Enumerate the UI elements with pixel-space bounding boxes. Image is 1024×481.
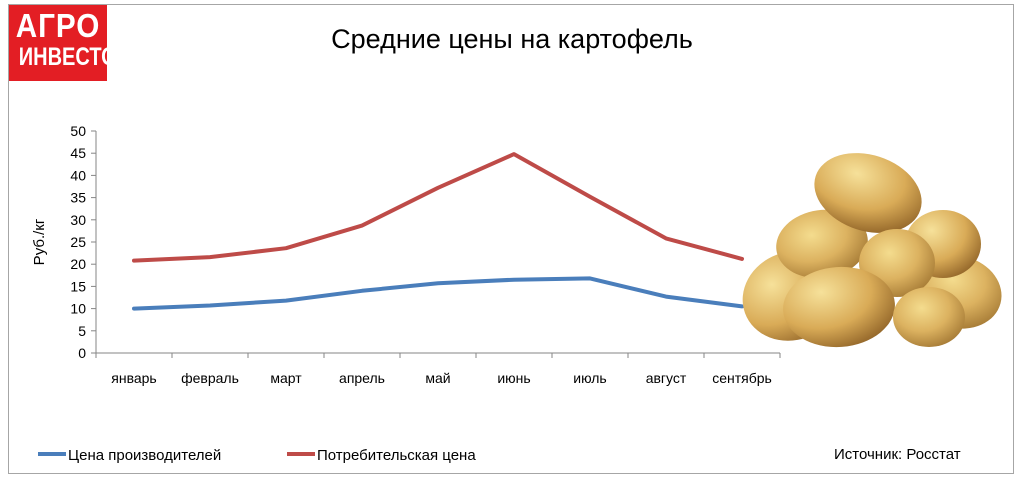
x-tick-label: сентябрь (712, 370, 772, 386)
y-tick-label: 30 (70, 212, 86, 228)
y-tick-label: 0 (78, 345, 86, 361)
y-tick-label: 15 (70, 278, 86, 294)
x-tick-label: апрель (339, 370, 385, 386)
potatoes-image (742, 153, 1002, 348)
y-axis-label: Руб./кг (31, 218, 48, 265)
chart-title: Средние цены на картофель (331, 24, 693, 54)
y-tick-label: 45 (70, 145, 86, 161)
y-tick-label: 50 (70, 123, 86, 139)
logo-line-2: ИНВЕСТОР (18, 43, 107, 71)
y-tick-label: 25 (70, 234, 86, 250)
x-tick-label: март (270, 370, 302, 386)
series-line-1 (132, 276, 744, 311)
y-tick-label: 5 (78, 323, 86, 339)
x-tick-label: июль (573, 370, 606, 386)
agroinvestor-logo: АГРО ИНВЕСТОР (9, 5, 107, 81)
logo-line-1: АГРО (15, 7, 101, 44)
y-tick-label: 35 (70, 190, 86, 206)
y-tick-label: 20 (70, 256, 86, 272)
source-note: Источник: Росстат (834, 446, 961, 463)
series-line-2 (132, 152, 744, 263)
y-tick-label: 10 (70, 301, 86, 317)
legend-label-2: Потребительская цена (317, 447, 476, 464)
x-tick-label: июнь (497, 370, 530, 386)
legend-label-1: Цена производителей (68, 447, 221, 464)
x-tick-label: февраль (181, 370, 239, 386)
x-tick-label: май (425, 370, 450, 386)
x-tick-label: январь (111, 370, 156, 386)
y-tick-label: 40 (70, 167, 86, 183)
x-tick-label: август (646, 370, 687, 386)
